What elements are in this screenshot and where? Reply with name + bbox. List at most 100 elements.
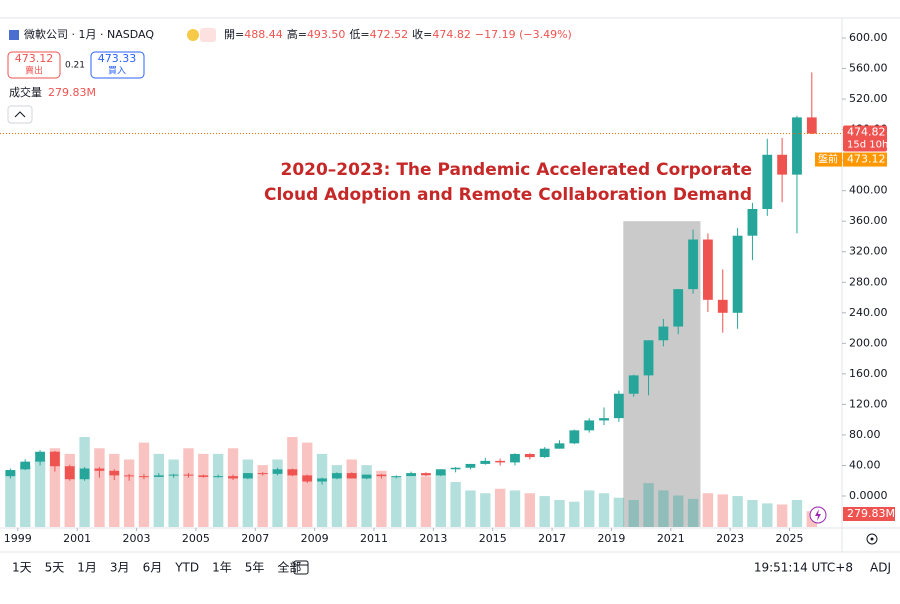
candle-body	[613, 393, 624, 419]
highlight-range	[623, 221, 701, 527]
candle-body	[139, 476, 149, 478]
candle-body	[361, 474, 372, 479]
volume-bar	[227, 448, 239, 527]
range-button[interactable]: 全部	[277, 560, 301, 575]
range-button[interactable]: 5天	[45, 561, 65, 575]
volume-bar	[302, 442, 313, 527]
volume-bar	[138, 442, 150, 527]
candle-body	[510, 454, 520, 463]
collapse-button[interactable]	[7, 105, 33, 124]
volume-bar	[123, 459, 135, 527]
y-tick-label: 160.00	[849, 367, 888, 380]
candle-body	[257, 473, 268, 475]
volume-bar	[702, 493, 714, 527]
premarket-tag-badge	[815, 152, 842, 167]
volume-bar	[776, 504, 788, 527]
volume-bar	[613, 497, 625, 527]
candle-body	[569, 430, 580, 444]
volume-bar	[569, 501, 580, 527]
range-button[interactable]: 3月	[110, 561, 130, 575]
volume-bar	[480, 493, 491, 527]
volume-bar	[376, 470, 387, 527]
volume-bar	[747, 500, 758, 527]
volume-bar	[643, 483, 654, 527]
calendar-button[interactable]	[293, 560, 309, 575]
volume-bar	[361, 465, 372, 527]
range-button[interactable]: 5年	[245, 561, 265, 575]
clock: 19:51:14 UTC+8	[754, 561, 853, 575]
candle-body	[50, 451, 60, 467]
candle-body	[762, 154, 773, 209]
range-button[interactable]: 1年	[212, 561, 232, 575]
y-tick-label: 400.00	[849, 184, 888, 197]
sell-button[interactable]	[7, 51, 61, 79]
x-tick-label: 2013	[419, 532, 447, 545]
volume-bar	[257, 465, 268, 527]
volume-bar	[242, 459, 254, 527]
ohlc-label: 開=	[224, 28, 244, 41]
candle-body	[64, 466, 75, 480]
candle-body	[391, 476, 402, 478]
change: −17.19 (−3.49%)	[475, 28, 572, 41]
volume-bar	[331, 465, 343, 527]
x-tick-label: 1999	[4, 532, 32, 545]
range-button[interactable]: 1月	[77, 561, 97, 575]
candle-body	[450, 467, 461, 470]
settings-button[interactable]	[866, 533, 878, 545]
range-button[interactable]: YTD	[174, 561, 199, 575]
volume-bar	[391, 476, 402, 527]
adj-button[interactable]: ADJ	[870, 561, 891, 575]
candle-body	[5, 470, 16, 477]
buy-button[interactable]	[90, 51, 145, 79]
range-button[interactable]: 1天	[12, 561, 32, 575]
volume-bar	[465, 490, 476, 527]
volume-bar	[183, 448, 194, 527]
premarket-tag: 盤前	[818, 153, 838, 166]
sell-price[interactable]: 473.12	[15, 52, 54, 65]
volume-bar	[658, 490, 669, 527]
volume-bar	[64, 453, 75, 527]
candle-body	[94, 468, 105, 471]
ohlc-value: 493.50	[307, 28, 346, 41]
buy-label[interactable]: 買入	[108, 66, 126, 77]
candle-body	[599, 418, 609, 421]
volume-bar	[791, 500, 803, 527]
candle-body	[539, 448, 550, 458]
candle-body	[435, 469, 446, 476]
volume-bar	[212, 453, 224, 527]
x-tick-label: 2009	[301, 532, 329, 545]
candle-body	[421, 473, 431, 476]
volume-bar	[450, 482, 461, 527]
range-button[interactable]: 6月	[143, 561, 163, 575]
candle-body	[317, 478, 327, 482]
volume-bar	[20, 465, 31, 527]
settings-dot[interactable]	[870, 537, 874, 541]
x-tick-label: 2005	[182, 532, 210, 545]
volume-bar	[717, 494, 728, 527]
candle-body	[272, 469, 283, 474]
candle-body	[747, 208, 758, 236]
premarket-label: 473.12	[847, 153, 886, 166]
volume-bar	[94, 448, 105, 527]
volume-bar	[539, 496, 550, 527]
candle-body	[376, 474, 387, 477]
volume-bar	[405, 476, 417, 527]
ohlc-label: 低=	[349, 28, 369, 41]
candle-body	[153, 475, 164, 477]
spread: 0.21	[65, 61, 85, 71]
chevron[interactable]	[14, 111, 26, 118]
y-tick-label: 600.00	[849, 31, 888, 44]
volume-bar	[524, 493, 536, 527]
candle-body	[495, 460, 506, 463]
icon	[200, 28, 216, 42]
y-tick-label: 40.00	[849, 458, 881, 471]
buy-price[interactable]: 473.33	[98, 52, 137, 65]
volume-bar	[732, 496, 743, 527]
candle-body	[287, 469, 298, 476]
volume-bar	[762, 503, 773, 527]
candle-body	[732, 235, 743, 313]
lightning[interactable]	[815, 509, 821, 521]
y-tick-label: 360.00	[849, 214, 888, 227]
sell-label[interactable]: 賣出	[25, 65, 43, 77]
